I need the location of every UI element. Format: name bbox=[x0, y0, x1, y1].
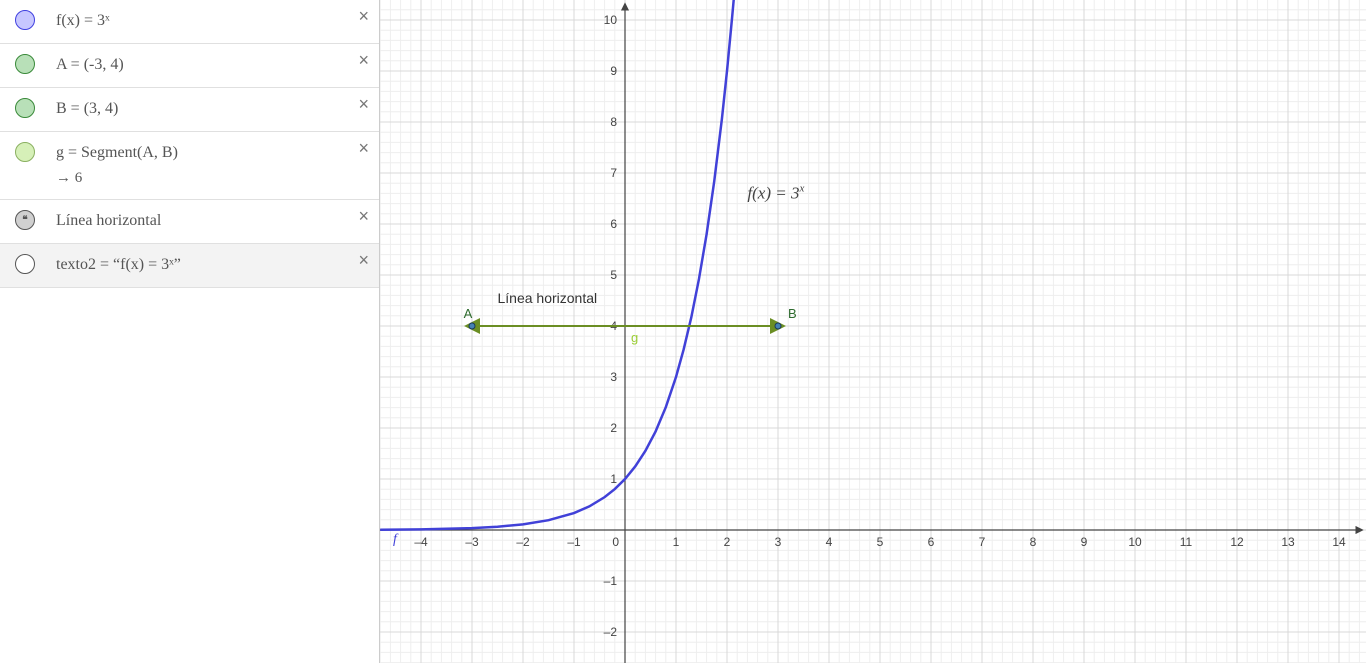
expression-label[interactable]: g = Segment(A, B)→ 6 bbox=[50, 132, 379, 199]
point-A[interactable] bbox=[469, 323, 475, 329]
expression-label[interactable]: texto2 = “f(x) = 3ˣ” bbox=[50, 244, 379, 286]
visibility-toggle[interactable]: ❝ bbox=[0, 200, 50, 230]
svg-text:2: 2 bbox=[724, 535, 731, 549]
svg-text:6: 6 bbox=[610, 217, 617, 231]
expression-output: → 6 bbox=[56, 162, 371, 187]
close-icon[interactable]: × bbox=[358, 6, 369, 27]
color-swatch-icon bbox=[15, 142, 35, 162]
svg-text:5: 5 bbox=[877, 535, 884, 549]
svg-text:–1: –1 bbox=[604, 574, 618, 588]
app-root: f(x) = 3ˣ×A = (-3, 4)×B = (3, 4)×g = Seg… bbox=[0, 0, 1366, 663]
close-icon[interactable]: × bbox=[358, 94, 369, 115]
close-icon[interactable]: × bbox=[358, 250, 369, 271]
svg-text:–2: –2 bbox=[604, 625, 618, 639]
grid-minor bbox=[380, 0, 1366, 663]
grid-major bbox=[380, 0, 1366, 663]
svg-text:7: 7 bbox=[610, 166, 617, 180]
svg-text:14: 14 bbox=[1332, 535, 1346, 549]
color-swatch-icon: ❝ bbox=[15, 210, 35, 230]
svg-text:13: 13 bbox=[1281, 535, 1295, 549]
segment-title: Línea horizontal bbox=[498, 290, 598, 306]
svg-text:–3: –3 bbox=[465, 535, 479, 549]
svg-text:10: 10 bbox=[1128, 535, 1142, 549]
visibility-toggle[interactable] bbox=[0, 44, 50, 74]
svg-text:1: 1 bbox=[673, 535, 680, 549]
color-swatch-icon bbox=[15, 54, 35, 74]
svg-text:10: 10 bbox=[604, 13, 618, 27]
svg-text:4: 4 bbox=[826, 535, 833, 549]
visibility-toggle[interactable] bbox=[0, 88, 50, 118]
visibility-toggle[interactable] bbox=[0, 132, 50, 162]
color-swatch-icon bbox=[15, 10, 35, 30]
svg-text:2: 2 bbox=[610, 421, 617, 435]
visibility-toggle[interactable] bbox=[0, 244, 50, 274]
expression-label[interactable]: A = (-3, 4) bbox=[50, 44, 379, 86]
expression-label[interactable]: B = (3, 4) bbox=[50, 88, 379, 130]
point-label: B bbox=[788, 306, 797, 321]
algebra-row[interactable]: A = (-3, 4)× bbox=[0, 44, 379, 88]
point-B[interactable] bbox=[775, 323, 781, 329]
svg-text:0: 0 bbox=[612, 535, 619, 549]
svg-text:6: 6 bbox=[928, 535, 935, 549]
svg-text:–1: –1 bbox=[567, 535, 581, 549]
point-label: A bbox=[464, 306, 473, 321]
color-swatch-icon bbox=[15, 254, 35, 274]
svg-text:3: 3 bbox=[610, 370, 617, 384]
close-icon[interactable]: × bbox=[358, 138, 369, 159]
svg-text:–2: –2 bbox=[516, 535, 530, 549]
svg-text:7: 7 bbox=[979, 535, 986, 549]
algebra-row[interactable]: ❝ Línea horizontal× bbox=[0, 200, 379, 244]
graphics-view[interactable]: –4–3–2–101234567891011121314–2–112345678… bbox=[380, 0, 1366, 663]
algebra-row[interactable]: f(x) = 3ˣ× bbox=[0, 0, 379, 44]
close-icon[interactable]: × bbox=[358, 50, 369, 71]
svg-text:9: 9 bbox=[610, 64, 617, 78]
svg-text:–4: –4 bbox=[414, 535, 428, 549]
plot-svg[interactable]: –4–3–2–101234567891011121314–2–112345678… bbox=[380, 0, 1366, 663]
expression-label[interactable]: Línea horizontal bbox=[50, 200, 379, 242]
close-icon[interactable]: × bbox=[358, 206, 369, 227]
visibility-toggle[interactable] bbox=[0, 0, 50, 30]
f-label: f bbox=[393, 532, 399, 547]
segment-label: g bbox=[631, 330, 638, 345]
svg-text:3: 3 bbox=[775, 535, 782, 549]
curve-label: f(x) = 3x bbox=[747, 183, 804, 203]
svg-text:8: 8 bbox=[1030, 535, 1037, 549]
algebra-row[interactable]: g = Segment(A, B)→ 6× bbox=[0, 132, 379, 200]
algebra-sidebar[interactable]: f(x) = 3ˣ×A = (-3, 4)×B = (3, 4)×g = Seg… bbox=[0, 0, 380, 663]
algebra-row[interactable]: texto2 = “f(x) = 3ˣ”× bbox=[0, 244, 379, 288]
svg-text:9: 9 bbox=[1081, 535, 1088, 549]
color-swatch-icon bbox=[15, 98, 35, 118]
algebra-row[interactable]: B = (3, 4)× bbox=[0, 88, 379, 132]
svg-text:12: 12 bbox=[1230, 535, 1244, 549]
svg-text:1: 1 bbox=[610, 472, 617, 486]
svg-text:11: 11 bbox=[1180, 535, 1193, 549]
svg-text:8: 8 bbox=[610, 115, 617, 129]
expression-label[interactable]: f(x) = 3ˣ bbox=[50, 0, 379, 42]
svg-text:5: 5 bbox=[610, 268, 617, 282]
